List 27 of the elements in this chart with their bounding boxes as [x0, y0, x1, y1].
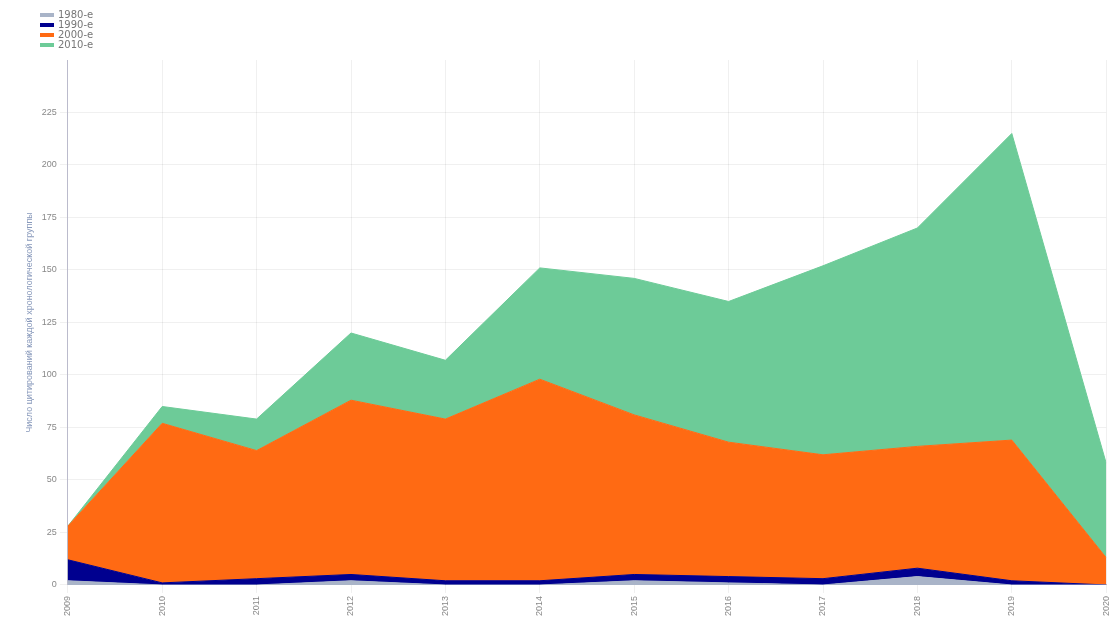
x-tick-label: 2016 [723, 595, 734, 617]
y-tick-label: 75 [46, 421, 57, 432]
y-tick-label: 50 [46, 474, 57, 485]
legend-label: 2000-е [58, 29, 94, 40]
x-tick-label: 2014 [534, 595, 545, 617]
x-tick-label: 2017 [817, 595, 828, 617]
x-tick-label: 2009 [62, 595, 73, 617]
y-axis-title: Число цитирований каждой хронологической группы [23, 212, 34, 433]
x-tick-label: 2018 [911, 595, 922, 617]
x-tick-label: 2011 [251, 595, 262, 616]
legend-label: 1990-е [58, 19, 94, 30]
y-tick-label: 125 [41, 316, 57, 327]
x-tick-label: 2015 [628, 595, 639, 617]
y-tick-label: 150 [41, 264, 57, 275]
y-tick-label: 225 [41, 106, 57, 117]
y-tick-label: 0 [51, 579, 57, 590]
y-tick-label: 25 [46, 526, 57, 537]
y-tick-label: 100 [41, 369, 57, 380]
x-tick-label: 2013 [439, 595, 450, 617]
x-tick-label: 2020 [1100, 595, 1111, 617]
y-tick-label: 175 [41, 211, 57, 222]
legend-label: 2010-е [58, 39, 94, 50]
x-tick-label: 2012 [345, 595, 356, 617]
x-tick-label: 2019 [1006, 595, 1017, 617]
legend-label: 1980-е [58, 9, 94, 20]
x-tick-label: 2010 [156, 595, 167, 617]
y-tick-label: 200 [41, 159, 57, 170]
